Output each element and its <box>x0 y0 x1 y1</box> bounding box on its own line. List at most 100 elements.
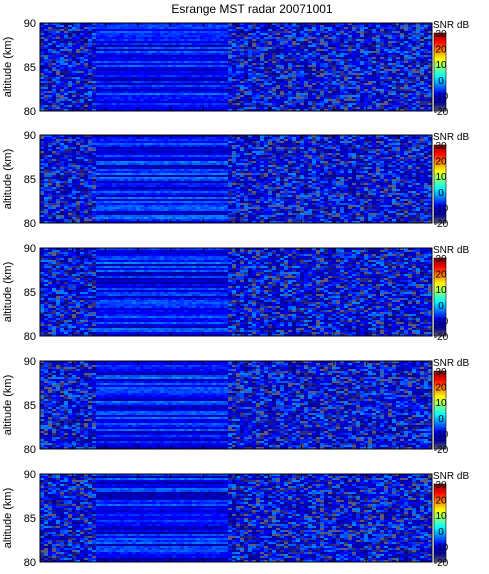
heatmap-cell <box>264 105 269 108</box>
heatmap-cell <box>344 89 349 92</box>
heatmap-cell <box>108 43 113 46</box>
heatmap-cell <box>356 85 361 88</box>
heatmap-cell <box>68 33 73 36</box>
heatmap-cell <box>372 81 377 84</box>
heatmap-cell <box>120 55 125 58</box>
heatmap-cell <box>128 95 133 98</box>
heatmap-cell <box>220 101 225 104</box>
heatmap-cell <box>224 23 229 26</box>
heatmap-cell <box>108 107 113 110</box>
heatmap-cell <box>288 87 293 90</box>
heatmap-cell <box>140 101 145 104</box>
heatmap-cell <box>276 37 281 40</box>
heatmap-cell <box>416 39 421 42</box>
heatmap-cell <box>164 105 169 108</box>
heatmap-cell <box>64 57 69 60</box>
heatmap-cell <box>280 45 285 48</box>
heatmap-cell <box>236 53 241 56</box>
heatmap-cell <box>336 73 341 76</box>
heatmap-cell <box>388 61 393 64</box>
heatmap-cell <box>376 35 381 38</box>
heatmap-cell <box>156 65 161 68</box>
heatmap-cell <box>300 109 305 112</box>
heatmap-cell <box>184 51 189 54</box>
heatmap-cell <box>52 39 57 42</box>
heatmap-cell <box>108 145 113 148</box>
heatmap-cell <box>328 135 333 138</box>
heatmap-cell <box>336 91 341 94</box>
heatmap-cell <box>280 81 285 84</box>
heatmap-cell <box>52 45 57 48</box>
heatmap-cell <box>44 57 49 60</box>
heatmap-cell <box>284 69 289 72</box>
heatmap-cell <box>372 107 377 110</box>
heatmap-cell <box>332 51 337 54</box>
heatmap-cell <box>100 137 105 140</box>
heatmap-cell <box>340 83 345 86</box>
heatmap-cell <box>352 63 357 66</box>
heatmap-cell <box>56 103 61 106</box>
heatmap-cell <box>412 25 417 28</box>
heatmap-cell <box>336 101 341 104</box>
heatmap-cell <box>148 87 153 90</box>
heatmap-cell <box>316 101 321 104</box>
heatmap-cell <box>424 89 429 92</box>
heatmap-cell <box>188 35 193 38</box>
heatmap-cell <box>40 83 45 86</box>
heatmap-cell <box>164 47 169 50</box>
heatmap-cell <box>196 47 201 50</box>
heatmap-cell <box>40 25 45 28</box>
heatmap-cell <box>52 79 57 82</box>
heatmap-cell <box>292 93 297 96</box>
heatmap-cell <box>324 29 329 32</box>
heatmap-cell <box>112 107 117 110</box>
heatmap-cell <box>304 57 309 60</box>
heatmap-cell <box>288 99 293 102</box>
heatmap-cell <box>244 139 249 142</box>
heatmap-cell <box>308 99 313 102</box>
heatmap-cell <box>76 139 81 142</box>
heatmap-cell <box>56 33 61 36</box>
heatmap-cell <box>88 55 93 58</box>
heatmap-cell <box>172 109 177 112</box>
heatmap-cell <box>320 103 325 106</box>
heatmap-cell <box>204 137 209 140</box>
heatmap-cell <box>348 39 353 42</box>
heatmap-cell <box>320 57 325 60</box>
heatmap-cell <box>348 77 353 80</box>
heatmap-cell <box>360 77 365 80</box>
heatmap-cell <box>236 31 241 34</box>
heatmap-cell <box>68 75 73 78</box>
heatmap-cell <box>396 143 401 146</box>
heatmap-cell <box>244 85 249 88</box>
heatmap-cell <box>312 89 317 92</box>
colorbar-step <box>434 61 446 63</box>
heatmap-cell <box>252 63 257 66</box>
heatmap-cell <box>148 39 153 42</box>
heatmap-cell <box>424 103 429 106</box>
heatmap-cell <box>352 95 357 98</box>
heatmap-cell <box>84 95 89 98</box>
heatmap-cell <box>288 79 293 82</box>
heatmap-cell <box>424 99 429 102</box>
heatmap-cell <box>316 65 321 68</box>
heatmap-cell <box>260 69 265 72</box>
heatmap-cell <box>76 57 81 60</box>
heatmap-cell <box>68 79 73 82</box>
heatmap-cell <box>320 107 325 110</box>
heatmap-cell <box>376 67 381 70</box>
heatmap-cell <box>148 93 153 96</box>
heatmap-cell <box>400 95 405 98</box>
heatmap-cell <box>68 27 73 30</box>
heatmap-cell <box>92 77 97 80</box>
heatmap-cell <box>232 69 237 72</box>
heatmap-cell <box>68 97 73 100</box>
heatmap-cell <box>308 41 313 44</box>
heatmap-cell <box>184 137 189 140</box>
heatmap-cell <box>260 23 265 26</box>
heatmap-cell <box>300 39 305 42</box>
heatmap-cell <box>116 103 121 106</box>
heatmap-cell <box>300 57 305 60</box>
colorbar-step <box>434 79 446 82</box>
heatmap-cell <box>168 23 173 26</box>
